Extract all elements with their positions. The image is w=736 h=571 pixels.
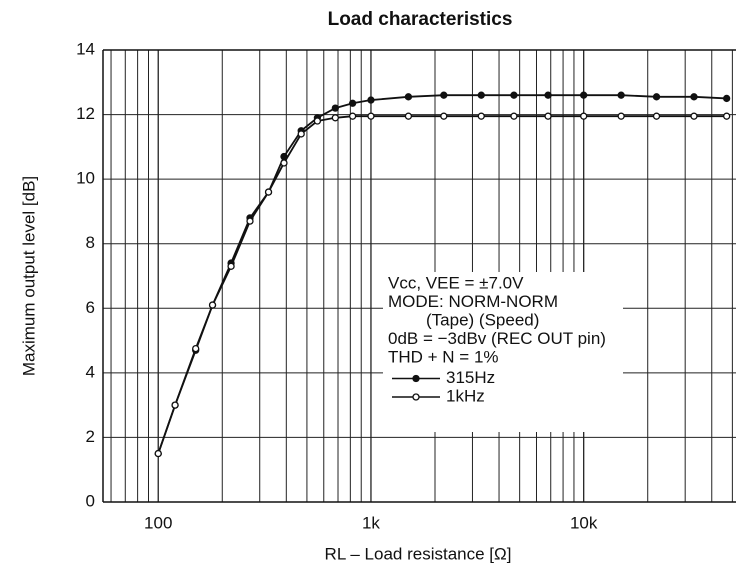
x-tick-label: 100 bbox=[144, 513, 172, 532]
y-axis-label: Maximum output level [dB] bbox=[19, 176, 38, 376]
point bbox=[280, 159, 288, 167]
annotation: Vcc, VEE = ±7.0V bbox=[388, 273, 524, 292]
point bbox=[208, 301, 217, 309]
point bbox=[510, 91, 518, 99]
point bbox=[297, 130, 305, 138]
point bbox=[652, 112, 661, 120]
annotation-background bbox=[383, 272, 623, 432]
point bbox=[404, 93, 413, 101]
point bbox=[652, 93, 661, 101]
point bbox=[544, 91, 552, 99]
legend-label: 1kHz bbox=[446, 386, 485, 405]
point bbox=[723, 94, 731, 103]
legend-marker bbox=[412, 374, 420, 383]
y-tick-label: 8 bbox=[86, 233, 95, 252]
point bbox=[723, 112, 731, 120]
legend-marker bbox=[412, 393, 420, 401]
y-tick-label: 0 bbox=[86, 491, 95, 510]
y-tick-label: 10 bbox=[76, 169, 95, 188]
y-tick-label: 6 bbox=[86, 298, 95, 317]
y-tick-label: 4 bbox=[86, 362, 95, 381]
point bbox=[580, 112, 588, 120]
point bbox=[192, 344, 200, 353]
point bbox=[477, 91, 485, 99]
point bbox=[348, 112, 357, 120]
y-tick-label: 2 bbox=[86, 427, 95, 446]
point bbox=[227, 262, 235, 270]
point bbox=[617, 112, 625, 120]
x-tick-label: 1k bbox=[362, 513, 380, 532]
point bbox=[440, 112, 448, 120]
point bbox=[580, 91, 588, 99]
point bbox=[331, 104, 339, 112]
point bbox=[510, 112, 518, 120]
x-tick-label: 10k bbox=[570, 513, 598, 532]
point bbox=[264, 188, 273, 196]
legend-label: 315Hz bbox=[446, 368, 495, 387]
chart-title: Load characteristics bbox=[328, 9, 513, 30]
x-axis-label: RL – Load resistance [Ω] bbox=[325, 544, 512, 563]
annotation: MODE: NORM-NORM bbox=[388, 292, 558, 311]
point bbox=[171, 401, 179, 409]
point bbox=[690, 112, 698, 120]
y-tick-label: 12 bbox=[76, 104, 95, 123]
point bbox=[367, 96, 375, 104]
point bbox=[348, 99, 357, 107]
point bbox=[544, 112, 552, 120]
y-tick-label: 14 bbox=[76, 39, 95, 58]
point bbox=[440, 91, 448, 99]
annotation: (Tape) (Speed) bbox=[426, 310, 539, 329]
point bbox=[246, 217, 254, 225]
point bbox=[313, 117, 322, 125]
point bbox=[404, 112, 413, 120]
point bbox=[331, 114, 339, 122]
point bbox=[690, 93, 698, 101]
annotation: 0dB = −3dBv (REC OUT pin) bbox=[388, 329, 606, 348]
point bbox=[617, 91, 625, 99]
point bbox=[477, 112, 485, 120]
point bbox=[154, 449, 162, 458]
annotation: THD + N = 1% bbox=[388, 347, 499, 366]
point bbox=[367, 112, 375, 120]
